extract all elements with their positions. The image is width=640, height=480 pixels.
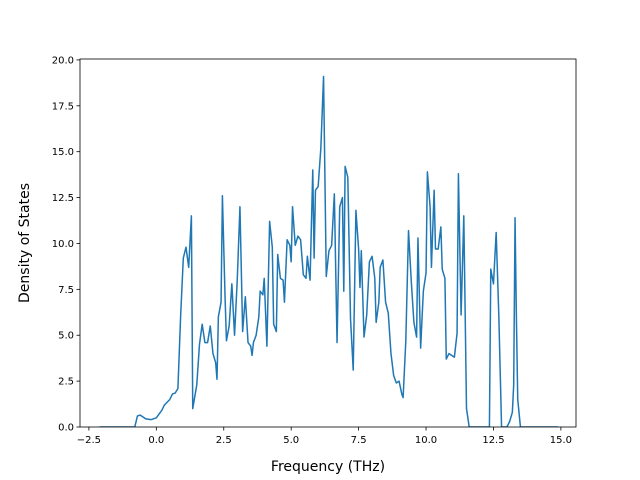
y-axis-label: Density of States [17, 183, 33, 303]
x-tick-label: −2.5 [77, 435, 101, 446]
x-tick-label: 2.5 [216, 435, 232, 446]
x-axis-label: Frequency (THz) [271, 459, 385, 475]
x-tick-label: 7.5 [351, 435, 367, 446]
axes-frame [79, 58, 577, 428]
x-tick-label: 0.0 [148, 435, 164, 446]
x-tick-label: 5.0 [283, 435, 299, 446]
x-tick-label: 12.5 [482, 435, 504, 446]
y-tick-label: 12.5 [52, 193, 74, 204]
y-tick-label: 20.0 [52, 55, 74, 66]
y-tick-label: 2.5 [58, 377, 74, 388]
y-tick-label: 0.0 [58, 423, 74, 434]
x-tick-label: 15.0 [550, 435, 572, 446]
dos-line [99, 75, 559, 427]
plot-area [80, 59, 576, 427]
y-tick-label: 17.5 [52, 101, 74, 112]
x-tick-label: 10.0 [415, 435, 437, 446]
y-tick-label: 15.0 [52, 147, 74, 158]
plot-content [99, 75, 559, 427]
y-tick-label: 10.0 [52, 239, 74, 250]
y-tick-label: 7.5 [58, 285, 74, 296]
y-tick-label: 5.0 [58, 331, 74, 342]
